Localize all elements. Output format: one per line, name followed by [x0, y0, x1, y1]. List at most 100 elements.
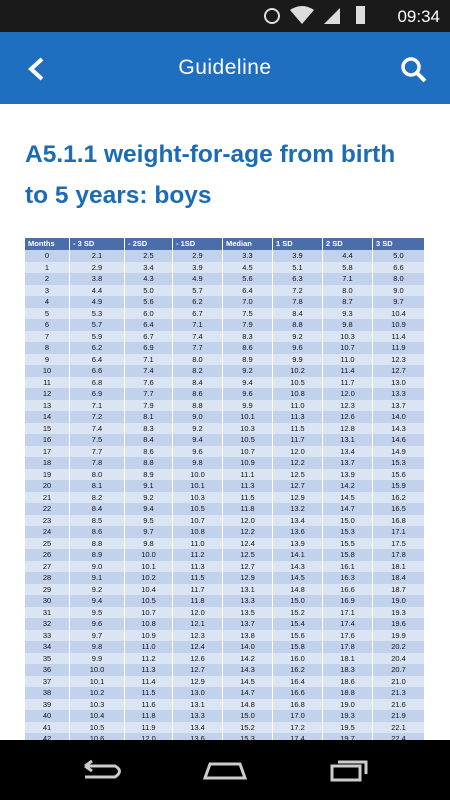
column-header: 3 SD — [373, 238, 425, 250]
table-cell: 13.7 — [323, 457, 373, 469]
table-cell: 9.2 — [173, 422, 223, 434]
table-cell: 6.6 — [70, 365, 125, 377]
table-cell: 17.8 — [323, 641, 373, 653]
back-button[interactable] — [22, 54, 52, 84]
table-cell: 9.7 — [70, 629, 125, 641]
table-cell: 10.0 — [173, 468, 223, 480]
table-cell: 5.0 — [125, 284, 173, 296]
table-cell: 7.8 — [70, 457, 125, 469]
table-cell: 5.6 — [125, 296, 173, 308]
nav-icons — [84, 759, 368, 782]
table-cell: 10.5 — [125, 595, 173, 607]
table-cell: 19.0 — [323, 698, 373, 710]
table-cell: 12.9 — [223, 572, 273, 584]
table-cell: 12 — [25, 388, 70, 400]
table-cell: 9.9 — [70, 652, 125, 664]
table-cell: 11.5 — [173, 572, 223, 584]
table-cell: 26 — [25, 549, 70, 561]
column-header: Median — [223, 238, 273, 250]
table-cell: 15.0 — [273, 595, 323, 607]
table-cell: 13.5 — [223, 606, 273, 618]
table-cell: 8.8 — [173, 399, 223, 411]
table-cell: 7.4 — [70, 422, 125, 434]
table-cell: 14 — [25, 411, 70, 423]
table-cell: 8.2 — [173, 365, 223, 377]
table-cell: 19.6 — [373, 618, 425, 630]
table-cell: 6.3 — [273, 273, 323, 285]
table-cell: 8.7 — [323, 296, 373, 308]
table-cell: 6.9 — [70, 388, 125, 400]
table-cell: 14.9 — [373, 445, 425, 457]
nav-home[interactable] — [202, 762, 248, 780]
nav-back[interactable] — [84, 759, 121, 779]
table-cell: 13.0 — [373, 376, 425, 388]
table-cell: 13.6 — [273, 526, 323, 538]
table-cell: 3.9 — [173, 261, 223, 273]
table-cell: 13.1 — [223, 583, 273, 595]
table-cell: 19.0 — [373, 595, 425, 607]
table-cell: 11.3 — [173, 560, 223, 572]
table-cell: 10.9 — [125, 629, 173, 641]
table-cell: 13.3 — [373, 388, 425, 400]
table-cell: 14.2 — [323, 480, 373, 492]
table-cell: 14.0 — [373, 411, 425, 423]
table-cell: 39 — [25, 698, 70, 710]
table-cell: 11 — [25, 376, 70, 388]
table-cell: 18.4 — [373, 572, 425, 584]
table-cell: 15.4 — [273, 618, 323, 630]
table-cell: 3.8 — [70, 273, 125, 285]
table-cell: 21.6 — [373, 698, 425, 710]
table-cell: 4.3 — [125, 273, 173, 285]
table-cell: 15.8 — [273, 641, 323, 653]
table-cell: 16.6 — [323, 583, 373, 595]
table-cell: 7.5 — [223, 307, 273, 319]
table-cell: 11.8 — [173, 595, 223, 607]
table-cell: 10.0 — [125, 549, 173, 561]
table-cell: 38 — [25, 687, 70, 699]
table-cell: 17.2 — [273, 721, 323, 733]
column-header: 1 SD — [273, 238, 323, 250]
table-cell: 2.5 — [125, 250, 173, 262]
nav-recent[interactable] — [330, 760, 368, 782]
table-cell: 2 — [25, 273, 70, 285]
table-cell: 11.3 — [125, 664, 173, 676]
table-cell: 5 — [25, 307, 70, 319]
search-button[interactable] — [398, 54, 432, 88]
table-cell: 14.0 — [223, 641, 273, 653]
table-cell: 1 — [25, 261, 70, 273]
table-cell: 13.4 — [173, 721, 223, 733]
table-cell: 11.0 — [273, 399, 323, 411]
table-cell: 6 — [25, 319, 70, 331]
table-cell: 10.4 — [70, 710, 125, 722]
table-cell: 10.7 — [173, 514, 223, 526]
table-cell: 11.2 — [125, 652, 173, 664]
table-cell: 7.4 — [125, 365, 173, 377]
table-cell: 15 — [25, 422, 70, 434]
table-cell: 2.9 — [173, 250, 223, 262]
table-cell: 9.7 — [125, 526, 173, 538]
table-cell: 37 — [25, 675, 70, 687]
table-cell: 9.5 — [125, 514, 173, 526]
app-bar: Guideline — [0, 32, 450, 104]
table-cell: 13.4 — [273, 514, 323, 526]
table-cell: 40 — [25, 710, 70, 722]
table-cell: 12.9 — [173, 675, 223, 687]
table-cell: 3.3 — [223, 250, 273, 262]
table-cell: 21 — [25, 491, 70, 503]
table-cell: 8.0 — [373, 273, 425, 285]
table-cell: 8.0 — [70, 468, 125, 480]
table-cell: 8.6 — [173, 388, 223, 400]
table-cell: 17.1 — [323, 606, 373, 618]
table-cell: 20.7 — [373, 664, 425, 676]
column-header: - 3 SD — [70, 238, 125, 250]
table-cell: 7.7 — [70, 445, 125, 457]
table-cell: 17.0 — [273, 710, 323, 722]
table-cell: 8.9 — [223, 353, 273, 365]
table-cell: 7.0 — [223, 296, 273, 308]
table-cell: 12.9 — [273, 491, 323, 503]
table-cell: 7.1 — [323, 273, 373, 285]
table-cell: 19.5 — [323, 721, 373, 733]
table-cell: 16.8 — [373, 514, 425, 526]
table-cell: 32 — [25, 618, 70, 630]
table-cell: 9.1 — [125, 480, 173, 492]
